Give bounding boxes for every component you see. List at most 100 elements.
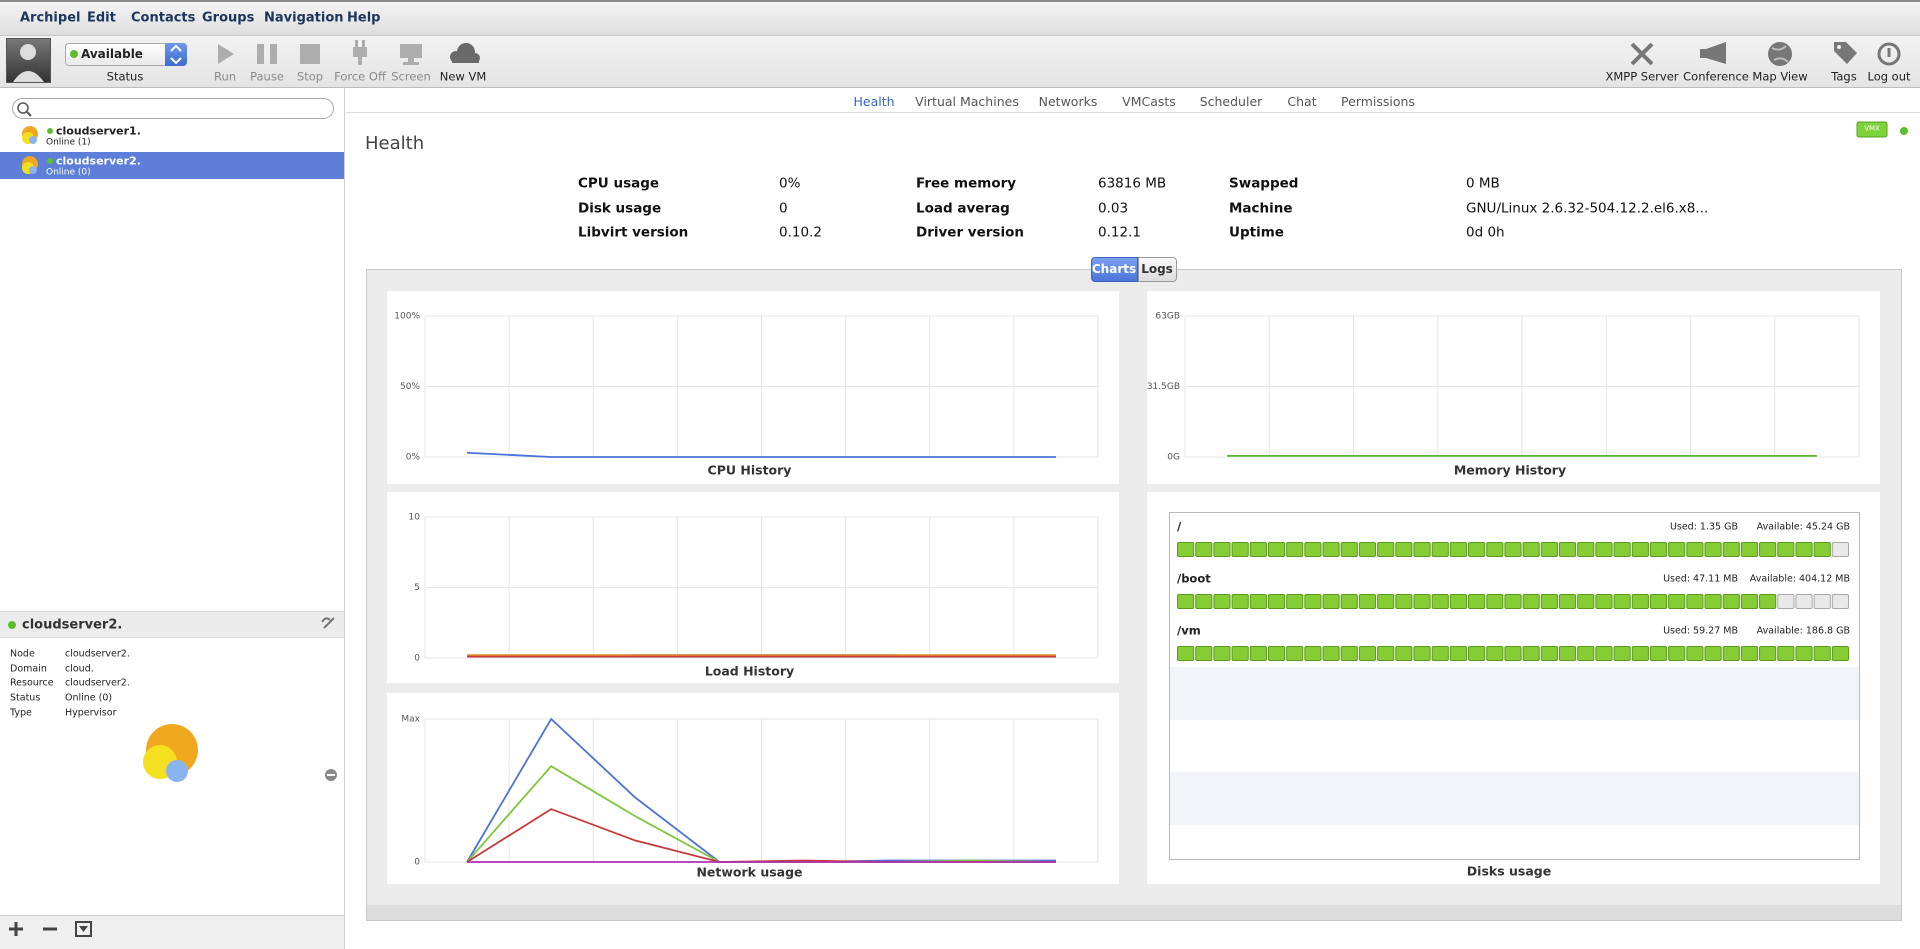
disk-block	[1577, 542, 1595, 557]
disk-used: Used: 59.27 MB	[1663, 626, 1738, 637]
disk-block	[1613, 594, 1631, 609]
disk-block	[1740, 542, 1759, 557]
disk-block	[1358, 594, 1377, 609]
disk-block	[1540, 542, 1558, 557]
disk-block	[1413, 542, 1431, 557]
toolbar-button[interactable]: New VM	[439, 69, 487, 84]
disk-block	[1631, 646, 1649, 661]
disks-stripe	[1170, 667, 1859, 720]
toolbar-button[interactable]: Force Off	[334, 69, 386, 84]
disk-block	[1358, 542, 1377, 557]
disk-block	[1813, 594, 1831, 609]
menu-item[interactable]: Edit	[87, 10, 116, 26]
tab[interactable]: Networks	[1038, 93, 1098, 109]
menu-item[interactable]: Help	[347, 10, 381, 26]
stat-value: 63816 MB	[1098, 175, 1167, 192]
chart-title: CPU History	[708, 463, 792, 478]
y-tick-label: 100%	[394, 312, 420, 322]
menu-item[interactable]: Archipel	[20, 10, 81, 26]
subtab[interactable]: Logs	[1141, 262, 1173, 276]
menu-item[interactable]: Navigation	[264, 10, 344, 26]
subtab[interactable]: Charts	[1091, 262, 1137, 276]
sidebar-bottom-bar	[0, 915, 344, 949]
disks-stripe	[1170, 772, 1859, 825]
disk-block	[1231, 646, 1249, 661]
toolbar-button[interactable]: Stop	[296, 69, 324, 84]
disk-block	[1631, 542, 1649, 557]
disk-block	[1231, 594, 1249, 609]
disk-block	[1795, 594, 1813, 609]
disk-block	[1577, 594, 1595, 609]
disk-block	[1686, 646, 1704, 661]
y-tick-label: 0	[414, 858, 420, 868]
toolbar-button[interactable]: Conference	[1683, 69, 1749, 84]
disk-block	[1686, 542, 1704, 557]
stat-label: Driver version	[916, 224, 1024, 241]
disk-block	[1286, 542, 1304, 557]
stat-value: 0.10.2	[779, 224, 822, 241]
disk-mount: /boot	[1177, 572, 1211, 586]
disk-block	[1267, 542, 1286, 557]
chart-title: Network usage	[696, 865, 802, 880]
stat-value: GNU/Linux 2.6.32-504.12.2.el6.x8...	[1466, 199, 1709, 216]
health-title: Health	[365, 133, 425, 154]
disk-block	[1195, 594, 1213, 609]
disk-block	[1722, 542, 1740, 557]
disk-block	[1831, 594, 1849, 609]
disk-block	[1668, 542, 1686, 557]
disk-block	[1613, 542, 1631, 557]
node-header	[0, 611, 344, 638]
toolbar-button[interactable]: Map View	[1752, 69, 1808, 84]
toolbar-button[interactable]: Pause	[250, 69, 284, 84]
stat-label: Uptime	[1229, 224, 1284, 241]
disk-block	[1304, 646, 1322, 661]
search-box[interactable]	[12, 98, 334, 119]
toolbar-button[interactable]: XMPP Server	[1605, 69, 1679, 84]
disk-mount: /vm	[1177, 624, 1201, 638]
contact-name[interactable]: cloudserver1.	[56, 124, 141, 138]
node-field-value: cloudserver2.	[65, 677, 130, 689]
disk-block	[1540, 594, 1558, 609]
menu-item[interactable]: Groups	[202, 10, 255, 26]
disk-block	[1740, 646, 1759, 661]
y-tick-label: 31.5GB	[1147, 382, 1180, 392]
tab[interactable]: Scheduler	[1199, 93, 1263, 109]
disk-block	[1431, 542, 1449, 557]
y-tick-label: 50%	[400, 382, 420, 392]
disk-block	[1249, 646, 1267, 661]
disk-block	[1213, 542, 1231, 557]
toolbar-button[interactable]: Tags	[1831, 69, 1857, 84]
toolbar-button[interactable]: Screen	[391, 69, 431, 84]
menu-item[interactable]: Contacts	[131, 10, 196, 26]
disk-block	[1595, 542, 1613, 557]
disk-block	[1449, 542, 1468, 557]
disk-block	[1340, 594, 1358, 609]
toolbar-button[interactable]: Log out	[1867, 69, 1911, 84]
tab[interactable]: Virtual Machines	[915, 93, 1019, 109]
disk-block	[1213, 646, 1231, 661]
tab[interactable]: VMCasts	[1122, 93, 1176, 109]
contact-name[interactable]: cloudserver2.	[56, 154, 141, 168]
tab[interactable]: Permissions	[1341, 93, 1415, 109]
disk-block	[1722, 594, 1740, 609]
y-tick-label: Max	[401, 715, 420, 725]
disk-block	[1468, 542, 1486, 557]
disk-block	[1377, 542, 1395, 557]
toolbar-button[interactable]: Run	[213, 69, 237, 84]
node-field-value: cloudserver2.	[65, 648, 130, 660]
disk-block	[1213, 594, 1231, 609]
disk-used: Used: 1.35 GB	[1670, 522, 1738, 533]
disk-block	[1449, 646, 1468, 661]
disk-block	[1504, 594, 1522, 609]
y-tick-label: 0G	[1167, 453, 1180, 463]
disk-block	[1613, 646, 1631, 661]
disk-block	[1813, 542, 1831, 557]
tab[interactable]: Chat	[1287, 93, 1317, 109]
y-tick-label: 5	[414, 583, 420, 593]
disk-block	[1813, 646, 1831, 661]
disk-block	[1249, 542, 1267, 557]
disk-block	[1577, 646, 1595, 661]
disk-block	[1631, 594, 1649, 609]
disk-block	[1177, 594, 1195, 609]
tab[interactable]: Health	[853, 93, 895, 109]
